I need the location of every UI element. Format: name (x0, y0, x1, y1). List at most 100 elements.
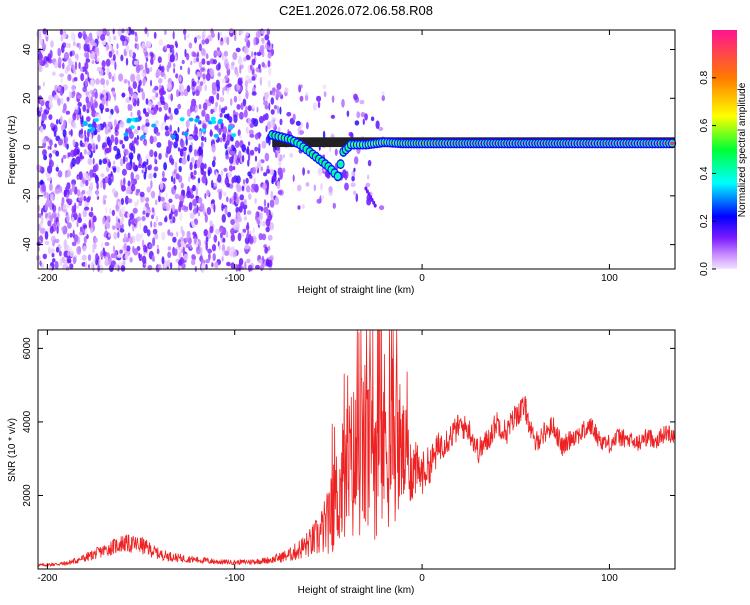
spectrogram-point (195, 107, 199, 112)
spectrogram-point (119, 228, 125, 233)
spectrogram-y-ticks: -40 -20 0 20 40 (22, 44, 675, 252)
spectrogram-point (69, 263, 74, 269)
spectrogram-point (167, 259, 171, 268)
spectrogram-point (82, 30, 87, 38)
spectrogram-point (218, 244, 221, 251)
spectrogram-point (110, 171, 113, 177)
spectrogram-point (341, 98, 345, 108)
spectrogram-point (141, 215, 146, 222)
spectrogram-point (260, 212, 263, 221)
spectrogram-point (233, 95, 238, 103)
spectrogram-point (82, 228, 85, 234)
spectrogram-point (253, 177, 256, 185)
spectrogram-point (56, 225, 59, 234)
spectrogram-point (299, 95, 304, 102)
spectrogram-point (244, 261, 247, 270)
spectrogram-point (267, 202, 270, 208)
spectrogram-point (96, 30, 101, 36)
spectrogram-point (139, 221, 142, 230)
spectrogram-point (188, 201, 193, 211)
spectrogram-point (59, 90, 64, 96)
spectrogram-point (225, 140, 230, 146)
spectrogram-point (269, 199, 275, 208)
spectrogram-point (104, 241, 110, 247)
spectrogram-point (84, 129, 87, 137)
spectrogram-point (123, 132, 129, 137)
spectrogram-point (157, 101, 162, 107)
spectrogram-point (69, 188, 73, 196)
spectrogram-point (68, 246, 72, 252)
spectrogram-point (114, 119, 117, 128)
spectrogram-point (179, 212, 183, 222)
spectrogram-point (47, 177, 52, 182)
spectrogram-points (35, 26, 385, 274)
spectrogram-point (145, 98, 149, 105)
spectrogram-point (245, 31, 249, 37)
spectrogram-point (226, 36, 230, 46)
spectrogram-point (108, 161, 111, 169)
spectrogram-point (79, 140, 83, 147)
spectrogram-point (201, 175, 207, 184)
spectrogram-point (353, 190, 357, 195)
spectrogram-point (160, 122, 164, 131)
spectrogram-point (204, 193, 207, 199)
spectrogram-point (88, 264, 90, 269)
spectrogram-point (154, 199, 158, 206)
spectrogram-point (71, 179, 77, 186)
spectrogram-point (306, 121, 309, 130)
spectrogram-x-tick-label: -200 (37, 273, 57, 284)
spectrogram-point (58, 138, 63, 146)
spectrogram-point (150, 220, 153, 228)
spectrogram-point (229, 156, 234, 164)
spectrogram-point (110, 60, 115, 65)
spectrogram-point (144, 27, 148, 35)
spectrogram-point (116, 50, 119, 56)
spectrogram-point (159, 196, 165, 202)
spectrogram-point (210, 29, 214, 34)
spectrogram-point (231, 195, 235, 205)
spectrogram-point (92, 248, 95, 253)
spectrogram-point (305, 182, 310, 187)
spectrogram-point (110, 134, 115, 143)
spectrogram-point (169, 124, 172, 133)
spectrogram-point (226, 67, 231, 76)
spectrogram-point (222, 237, 226, 243)
spectrogram-point (92, 172, 97, 178)
spectrogram-point (52, 71, 56, 76)
spectrogram-point (316, 95, 322, 102)
spectrogram-point (378, 126, 384, 131)
spectrogram-point (130, 117, 136, 122)
spectrogram-point (261, 233, 267, 241)
spectrogram-point (262, 96, 266, 102)
spectrogram-point (134, 117, 140, 122)
spectrogram-point (207, 248, 213, 254)
spectrogram-point (92, 264, 95, 272)
spectrogram-point (83, 245, 87, 252)
spectrogram-point (84, 261, 88, 270)
spectrogram-point (246, 147, 250, 155)
spectrogram-point (141, 91, 146, 101)
spectrogram-point (249, 64, 253, 71)
spectrogram-point (273, 105, 278, 110)
spectrogram-point (94, 101, 98, 108)
spectrogram-point (127, 103, 131, 111)
spectrogram-point (185, 244, 190, 248)
spectrogram-point (120, 197, 125, 206)
spectrogram-point (112, 90, 116, 95)
spectrogram-point (62, 62, 65, 70)
spectrogram-point (215, 101, 219, 108)
spectrogram-point (277, 190, 283, 195)
spectrogram-point (127, 212, 131, 218)
spectrogram-point (81, 190, 86, 195)
spectrogram-point (155, 131, 161, 136)
spectrogram-point (82, 208, 88, 218)
spectrogram-point (266, 168, 271, 174)
spectrogram-point (87, 143, 93, 151)
spectrogram-point (72, 122, 77, 129)
spectrogram-point (183, 151, 186, 159)
spectrogram-point (139, 191, 145, 198)
spectrogram-point (213, 234, 218, 243)
spectrogram-point (195, 195, 199, 200)
spectrogram-point (243, 46, 249, 55)
spectrogram-point (220, 107, 226, 114)
